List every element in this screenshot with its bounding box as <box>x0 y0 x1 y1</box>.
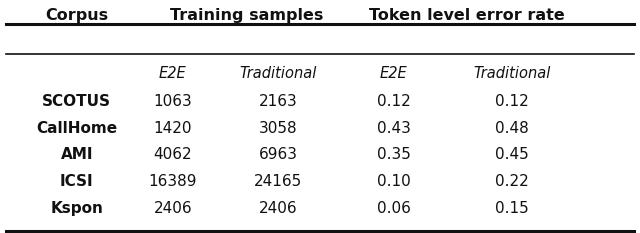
Text: 0.10: 0.10 <box>377 174 410 189</box>
Text: SCOTUS: SCOTUS <box>42 94 111 109</box>
Text: 1420: 1420 <box>154 121 192 136</box>
Text: 0.35: 0.35 <box>377 147 410 162</box>
Text: Kspon: Kspon <box>51 201 103 216</box>
Text: 6963: 6963 <box>259 147 298 162</box>
Text: 3058: 3058 <box>259 121 298 136</box>
Text: 4062: 4062 <box>154 147 192 162</box>
Text: 0.22: 0.22 <box>495 174 529 189</box>
Text: 0.43: 0.43 <box>377 121 410 136</box>
Text: 0.12: 0.12 <box>495 94 529 109</box>
Text: AMI: AMI <box>61 147 93 162</box>
Text: E2E: E2E <box>380 66 408 81</box>
Text: 24165: 24165 <box>254 174 303 189</box>
Text: CallHome: CallHome <box>36 121 117 136</box>
Text: 0.45: 0.45 <box>495 147 529 162</box>
Text: ICSI: ICSI <box>60 174 93 189</box>
Text: 0.12: 0.12 <box>377 94 410 109</box>
Text: 0.06: 0.06 <box>377 201 410 216</box>
Text: 1063: 1063 <box>154 94 192 109</box>
Text: 2163: 2163 <box>259 94 298 109</box>
Text: Traditional: Traditional <box>240 66 317 81</box>
Text: 2406: 2406 <box>259 201 298 216</box>
Text: 2406: 2406 <box>154 201 192 216</box>
Text: 16389: 16389 <box>148 174 197 189</box>
Text: Traditional: Traditional <box>474 66 550 81</box>
Text: E2E: E2E <box>159 66 187 81</box>
Text: 0.15: 0.15 <box>495 201 529 216</box>
Text: Corpus: Corpus <box>45 8 108 23</box>
Text: Training samples: Training samples <box>170 8 323 23</box>
Text: Token level error rate: Token level error rate <box>369 8 565 23</box>
Text: 0.48: 0.48 <box>495 121 529 136</box>
